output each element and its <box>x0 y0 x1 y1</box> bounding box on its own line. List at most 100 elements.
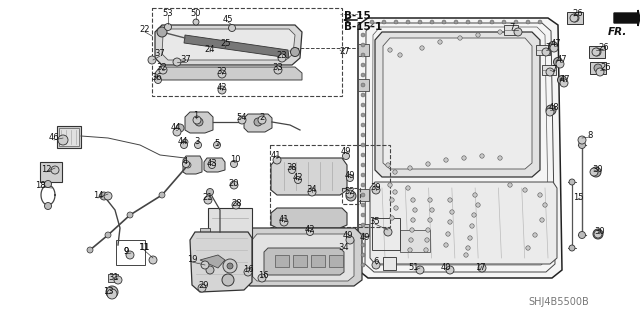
Bar <box>372 218 400 250</box>
Circle shape <box>498 156 502 160</box>
Bar <box>542 65 556 75</box>
Circle shape <box>542 48 550 56</box>
Text: 28: 28 <box>232 198 243 207</box>
Circle shape <box>154 77 161 84</box>
Circle shape <box>361 203 365 207</box>
Text: 40: 40 <box>441 263 451 272</box>
Circle shape <box>560 79 568 87</box>
Circle shape <box>193 19 199 25</box>
Circle shape <box>361 263 365 267</box>
Text: 13: 13 <box>102 287 113 296</box>
Circle shape <box>280 218 288 226</box>
Polygon shape <box>264 248 344 275</box>
Circle shape <box>569 179 575 185</box>
Circle shape <box>418 20 422 24</box>
Text: 53: 53 <box>163 9 173 18</box>
Circle shape <box>579 142 586 149</box>
Bar <box>293 255 307 267</box>
Circle shape <box>278 54 286 62</box>
Circle shape <box>258 274 266 282</box>
Text: 11: 11 <box>138 243 150 253</box>
Text: 3: 3 <box>195 137 200 146</box>
Circle shape <box>426 228 430 232</box>
Circle shape <box>406 20 410 24</box>
Polygon shape <box>190 232 252 292</box>
Circle shape <box>370 20 374 24</box>
Circle shape <box>238 116 246 124</box>
Text: 4: 4 <box>182 158 188 167</box>
Circle shape <box>361 223 365 227</box>
Bar <box>270 145 390 227</box>
Circle shape <box>428 218 432 222</box>
Circle shape <box>450 210 454 214</box>
Circle shape <box>551 44 555 48</box>
Text: 14: 14 <box>93 191 103 201</box>
Circle shape <box>594 64 602 72</box>
Bar <box>342 188 360 204</box>
Circle shape <box>204 196 212 204</box>
Text: 26: 26 <box>573 9 583 18</box>
Circle shape <box>45 203 51 210</box>
Text: 1: 1 <box>193 112 198 121</box>
Text: 49: 49 <box>360 234 371 242</box>
Bar <box>589 46 605 58</box>
Circle shape <box>409 238 413 242</box>
Circle shape <box>346 191 356 201</box>
Circle shape <box>476 33 480 37</box>
Circle shape <box>361 83 365 87</box>
Circle shape <box>346 174 353 182</box>
Circle shape <box>372 261 380 269</box>
Circle shape <box>579 232 586 239</box>
Circle shape <box>478 20 482 24</box>
Circle shape <box>198 284 206 292</box>
Circle shape <box>361 193 365 197</box>
Circle shape <box>273 156 281 164</box>
Circle shape <box>258 116 266 124</box>
Text: 46: 46 <box>49 133 60 143</box>
Text: 51: 51 <box>409 263 419 272</box>
Circle shape <box>557 76 566 85</box>
Bar <box>358 79 369 91</box>
Circle shape <box>230 160 237 167</box>
Polygon shape <box>252 234 354 281</box>
Circle shape <box>193 116 201 124</box>
Circle shape <box>408 166 412 170</box>
Circle shape <box>361 43 365 47</box>
Polygon shape <box>370 182 557 264</box>
Circle shape <box>556 60 560 64</box>
Circle shape <box>546 108 554 116</box>
Text: 11: 11 <box>139 243 149 253</box>
Text: 23: 23 <box>276 50 287 60</box>
Circle shape <box>159 192 165 198</box>
Circle shape <box>342 152 349 160</box>
Circle shape <box>182 160 189 167</box>
Bar <box>57 126 81 148</box>
Circle shape <box>109 289 115 295</box>
Text: 10: 10 <box>230 155 240 165</box>
Circle shape <box>444 243 448 247</box>
Text: 18: 18 <box>35 181 45 189</box>
Text: 32: 32 <box>217 68 227 77</box>
Circle shape <box>195 142 202 149</box>
Circle shape <box>388 48 392 52</box>
Text: 54: 54 <box>237 114 247 122</box>
Circle shape <box>578 136 586 144</box>
Text: 8: 8 <box>588 130 593 139</box>
Text: 42: 42 <box>217 84 227 93</box>
Circle shape <box>480 154 484 158</box>
Text: 26: 26 <box>598 43 609 53</box>
Circle shape <box>570 14 578 22</box>
Circle shape <box>411 198 415 202</box>
Circle shape <box>164 24 172 31</box>
Text: 30: 30 <box>595 227 605 236</box>
Bar <box>536 45 550 55</box>
Circle shape <box>546 68 554 76</box>
Bar <box>358 189 369 201</box>
Circle shape <box>454 20 458 24</box>
Circle shape <box>361 173 365 177</box>
Polygon shape <box>244 114 272 132</box>
Polygon shape <box>185 112 213 133</box>
Text: 41: 41 <box>271 152 281 160</box>
Bar <box>200 228 210 236</box>
Polygon shape <box>383 38 532 169</box>
